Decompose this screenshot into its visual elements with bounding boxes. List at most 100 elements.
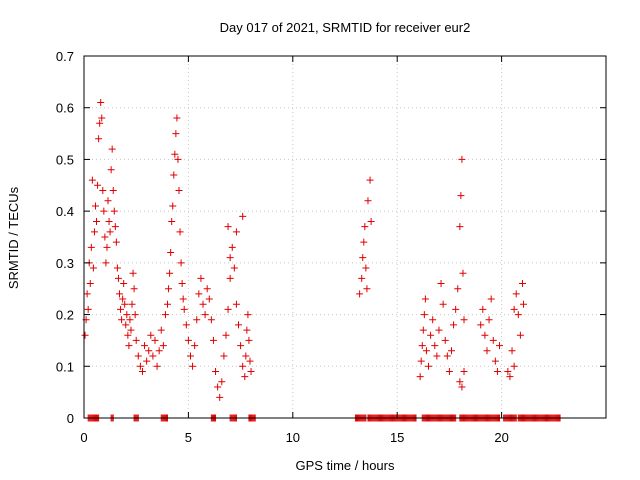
data-point bbox=[512, 290, 520, 298]
data-point bbox=[443, 352, 451, 360]
data-point bbox=[178, 280, 186, 288]
data-point bbox=[179, 295, 187, 303]
data-point bbox=[96, 119, 104, 127]
data-point bbox=[189, 362, 197, 370]
y-tick-label: 0.5 bbox=[56, 152, 74, 167]
data-point bbox=[199, 300, 207, 308]
data-point bbox=[516, 331, 524, 339]
data-point bbox=[510, 305, 518, 313]
data-point bbox=[130, 285, 138, 293]
data-point bbox=[245, 336, 253, 344]
data-point bbox=[510, 362, 518, 370]
data-point bbox=[191, 342, 199, 350]
data-point bbox=[118, 316, 126, 324]
data-point bbox=[107, 166, 115, 174]
x-tick-label: 20 bbox=[494, 430, 508, 445]
data-point bbox=[222, 331, 230, 339]
x-tick-label: 5 bbox=[185, 430, 192, 445]
data-point bbox=[218, 378, 226, 386]
data-point bbox=[182, 321, 190, 329]
data-point bbox=[489, 336, 497, 344]
data-point bbox=[112, 238, 120, 246]
data-point bbox=[242, 352, 250, 360]
data-point bbox=[205, 295, 213, 303]
data-point bbox=[138, 367, 146, 375]
data-point bbox=[367, 217, 375, 225]
data-point bbox=[363, 285, 371, 293]
data-point bbox=[435, 326, 443, 334]
data-point bbox=[147, 331, 155, 339]
data-point bbox=[514, 311, 522, 319]
data-point bbox=[504, 367, 512, 375]
data-point bbox=[232, 228, 240, 236]
y-tick-label: 0.6 bbox=[56, 101, 74, 116]
data-point bbox=[518, 280, 526, 288]
data-point bbox=[429, 316, 437, 324]
data-point bbox=[128, 300, 136, 308]
plot-frame bbox=[83, 55, 607, 419]
data-point bbox=[143, 357, 151, 365]
data-point bbox=[496, 342, 504, 350]
data-point bbox=[366, 176, 374, 184]
data-point bbox=[101, 233, 109, 241]
data-point bbox=[361, 223, 369, 231]
data-point bbox=[479, 305, 487, 313]
data-point bbox=[226, 254, 234, 262]
data-point bbox=[425, 362, 433, 370]
data-point bbox=[195, 290, 203, 298]
data-point bbox=[230, 264, 238, 272]
data-point bbox=[237, 342, 245, 350]
data-point bbox=[89, 264, 97, 272]
data-point bbox=[491, 357, 499, 365]
data-point bbox=[119, 295, 127, 303]
data-point bbox=[506, 373, 514, 381]
data-point bbox=[167, 249, 175, 257]
data-point bbox=[95, 135, 103, 143]
data-point bbox=[173, 114, 181, 122]
data-point bbox=[493, 367, 501, 375]
data-point bbox=[176, 228, 184, 236]
data-point bbox=[169, 202, 177, 210]
data-point bbox=[109, 186, 117, 194]
data-point bbox=[224, 223, 232, 231]
data-point bbox=[165, 285, 173, 293]
data-point bbox=[452, 305, 460, 313]
data-point bbox=[235, 321, 243, 329]
data-point bbox=[84, 305, 92, 313]
data-point bbox=[124, 331, 132, 339]
data-point bbox=[123, 311, 131, 319]
data-point bbox=[243, 326, 251, 334]
data-point bbox=[420, 311, 428, 319]
data-point bbox=[356, 290, 364, 298]
data-point bbox=[457, 192, 465, 200]
data-point bbox=[228, 243, 236, 251]
data-point bbox=[460, 316, 468, 324]
data-point bbox=[122, 321, 130, 329]
data-point bbox=[161, 311, 169, 319]
data-point bbox=[459, 269, 467, 277]
data-point bbox=[220, 352, 228, 360]
data-point bbox=[454, 285, 462, 293]
data-point bbox=[421, 295, 429, 303]
data-point bbox=[487, 295, 495, 303]
data-point bbox=[151, 336, 159, 344]
x-axis-label: GPS time / hours bbox=[296, 458, 395, 473]
data-point bbox=[244, 311, 252, 319]
y-tick-label: 0 bbox=[67, 411, 74, 426]
data-point bbox=[212, 367, 220, 375]
data-point bbox=[153, 362, 161, 370]
data-points bbox=[81, 99, 564, 422]
data-point bbox=[91, 202, 99, 210]
data-point bbox=[362, 264, 370, 272]
y-axis-label: SRMTID / TECUs bbox=[6, 186, 21, 289]
data-point bbox=[98, 114, 106, 122]
data-point bbox=[439, 300, 447, 308]
data-point bbox=[87, 243, 95, 251]
data-point bbox=[180, 305, 188, 313]
data-point bbox=[115, 290, 123, 298]
data-point bbox=[136, 362, 144, 370]
y-tick-label: 0.7 bbox=[56, 49, 74, 64]
data-point bbox=[164, 300, 172, 308]
data-point bbox=[129, 269, 137, 277]
data-point bbox=[149, 352, 157, 360]
